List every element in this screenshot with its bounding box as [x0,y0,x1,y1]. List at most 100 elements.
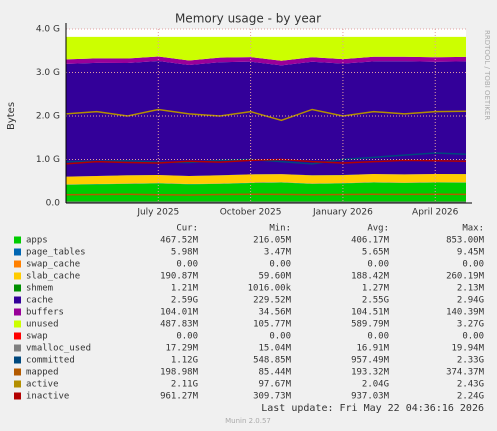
area [66,60,466,177]
y-tick-label: 0.0 [46,199,61,209]
legend-label: slab_cache [26,272,80,282]
legend-swatch [14,356,21,364]
legend-stat: 374.37M [446,368,485,378]
y-tick-label: 1.0 G [36,155,60,165]
legend-label: buffers [26,308,64,318]
side-text: RRDTOOL / TOBI OETIKER [483,30,491,120]
legend-stat: 487.83M [160,320,199,330]
legend-label: inactive [26,392,69,402]
legend-label: shmem [26,284,53,294]
legend-stat: 3.47M [264,248,292,258]
legend-stat: 937.03M [351,392,390,402]
legend-label: committed [26,356,75,366]
legend-swatch [14,236,21,244]
legend-swatch [14,284,21,292]
y-tick-label: 3.0 G [36,68,60,78]
legend-stat: 2.43G [457,380,484,390]
legend-stat: 198.98M [160,368,199,378]
legend-stat: 97.67M [258,380,291,390]
legend-label: active [26,380,59,390]
legend-header: Cur: [176,224,198,234]
legend-stat: 2.11G [171,380,198,390]
area [66,182,466,185]
legend-header: Max: [462,224,484,234]
legend-stat: 104.51M [351,308,390,318]
legend-stat: 216.05M [253,236,292,246]
legend-stat: 3.27G [457,320,484,330]
legend-label: swap [26,332,48,342]
legend-stat: 34.56M [258,308,291,318]
version: Munin 2.0.57 [225,417,271,425]
legend-stat: 1016.00k [248,284,292,294]
legend-stat: 0.00 [269,332,291,342]
legend-label: cache [26,296,53,306]
legend-header: Min: [269,224,291,234]
legend-swatch [14,320,21,328]
legend-stat: 589.79M [351,320,390,330]
y-tick-label: 2.0 G [36,112,60,122]
line [65,158,467,165]
x-tick-label: January 2026 [312,208,373,218]
legend-stat: 548.85M [253,356,292,366]
x-tick-label: October 2025 [220,208,282,218]
area [66,56,466,66]
legend-stat: 229.52M [253,296,292,306]
legend-label: swap_cache [26,260,80,270]
legend-swatch [14,248,21,256]
legend-stat: 188.42M [351,272,390,282]
legend-stat: 260.19M [446,272,485,282]
legend-stat: 0.00 [176,332,198,342]
y-axis-label: Bytes [6,102,17,130]
legend-stat: 105.77M [253,320,292,330]
line [65,193,467,196]
legend-stat: 2.13M [457,284,485,294]
legend-stat: 2.94G [457,296,484,306]
legend-stat: 0.00 [269,260,291,270]
legend-stat: 309.73M [253,392,292,402]
legend-stat: 406.17M [351,236,390,246]
legend-stat: 0.00 [462,332,484,342]
legend-stat: 0.00 [462,260,484,270]
legend-swatch [14,308,21,316]
legend-stat: 16.91M [356,344,389,354]
legend-label: unused [26,320,59,330]
legend-swatch [14,392,21,400]
x-tick-label: July 2025 [136,208,179,218]
legend-stat: 190.87M [160,272,199,282]
legend-stat: 5.98M [171,248,199,258]
legend-header: Avg: [367,224,389,234]
legend-stat: 2.04G [362,380,389,390]
legend-stat: 9.45M [457,248,485,258]
legend-stat: 0.00 [367,332,389,342]
legend-stat: 961.27M [160,392,199,402]
legend-stat: 193.32M [351,368,390,378]
legend-stat: 15.04M [258,344,291,354]
legend-swatch [14,332,21,340]
legend-swatch [14,344,21,352]
chart-title: Memory usage - by year [175,12,321,26]
legend-stat: 1.21M [171,284,199,294]
legend-stat: 2.55G [362,296,389,306]
legend-stat: 1.12G [171,356,198,366]
area [66,36,466,61]
legend-label: vmalloc_used [26,344,91,354]
x-tick-label: April 2026 [412,208,459,218]
legend-stat: 2.59G [171,296,198,306]
legend-stat: 2.33G [457,356,484,366]
legend-stat: 19.94M [451,344,484,354]
legend-label: page_tables [26,248,86,258]
legend-stat: 957.49M [351,356,390,366]
legend-stat: 140.39M [446,308,485,318]
legend-stat: 17.29M [165,344,198,354]
legend-stat: 853.00M [446,236,485,246]
legend-stat: 2.24G [457,392,484,402]
legend-stat: 1.27M [362,284,390,294]
legend-swatch [14,380,21,388]
legend-stat: 0.00 [176,260,198,270]
legend-swatch [14,260,21,268]
area [66,174,466,185]
legend-swatch [14,296,21,304]
legend-label: mapped [26,368,59,378]
area [66,182,466,203]
